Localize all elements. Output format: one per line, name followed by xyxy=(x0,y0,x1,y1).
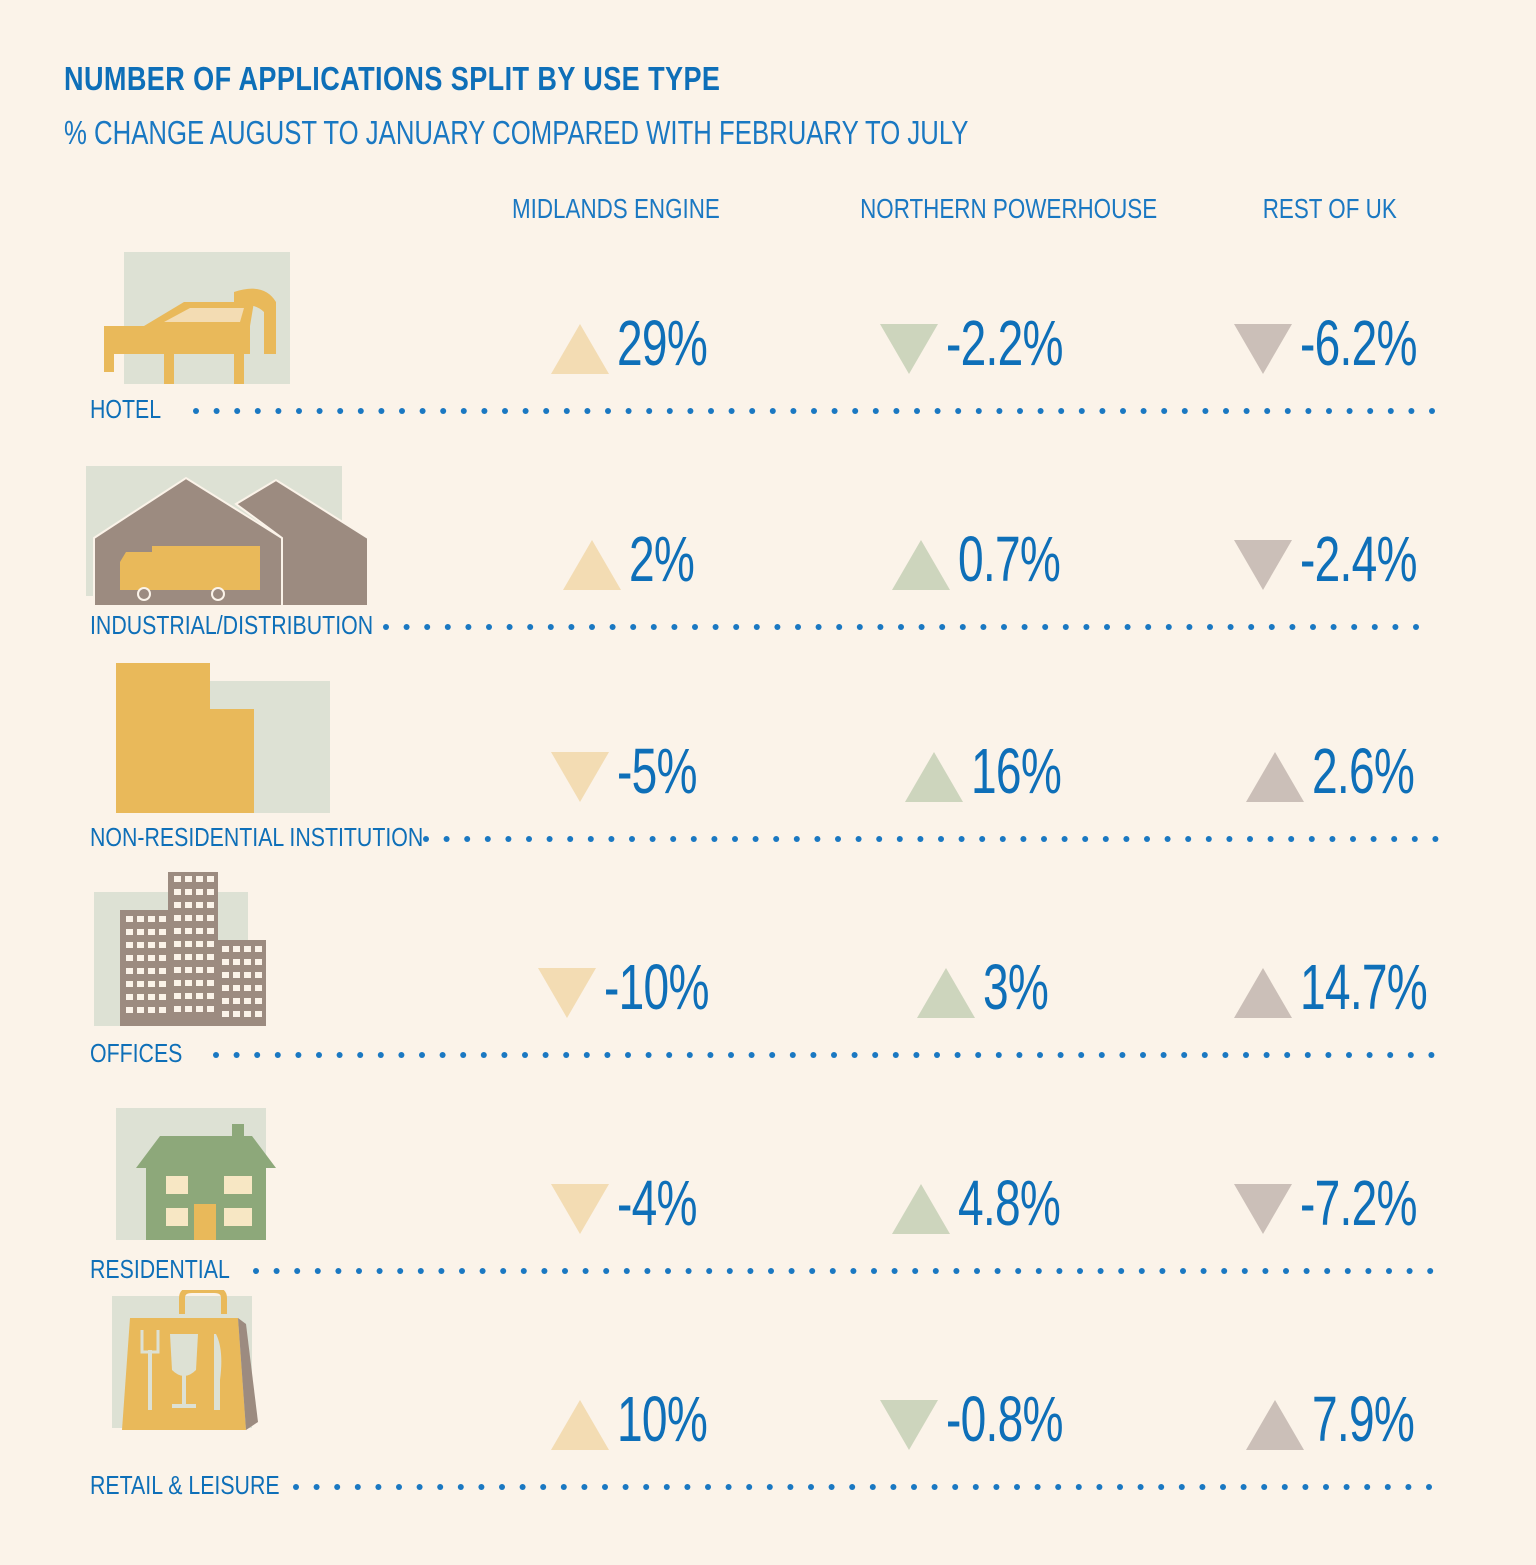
up-triangle-icon xyxy=(1246,752,1304,802)
value-cell: -6.2% xyxy=(1233,307,1494,382)
row-divider xyxy=(193,408,1435,414)
value-label: 2.6% xyxy=(1312,735,1415,807)
row-divider xyxy=(253,1268,1434,1274)
value-cell: 0.7% xyxy=(892,523,1152,598)
value-label: -2.2% xyxy=(945,307,1063,379)
value-label: -4% xyxy=(616,1167,698,1239)
warehouse-truck-icon xyxy=(86,466,369,607)
value-cell: -10% xyxy=(538,951,798,1026)
up-triangle-icon xyxy=(904,752,963,802)
down-triangle-icon xyxy=(879,324,938,374)
value-label: -2.4% xyxy=(1299,523,1417,595)
down-triangle-icon xyxy=(879,1400,938,1450)
row-label: OFFICES xyxy=(90,1038,183,1068)
value-label: 7.9% xyxy=(1312,1383,1415,1455)
up-triangle-icon xyxy=(550,1400,609,1450)
value-label: 4.8% xyxy=(958,1167,1061,1239)
house-icon xyxy=(116,1108,276,1240)
row-divider xyxy=(213,1052,1435,1058)
value-cell: 3% xyxy=(917,951,1177,1026)
value-label: 14.7% xyxy=(1299,951,1428,1023)
down-triangle-icon xyxy=(1233,540,1292,590)
value-cell: 10% xyxy=(550,1383,811,1458)
chart-subtitle: % CHANGE AUGUST TO JANUARY COMPARED WITH… xyxy=(64,114,969,151)
value-label: 0.7% xyxy=(958,523,1061,595)
value-cell: 7.9% xyxy=(1246,1383,1506,1458)
down-triangle-icon xyxy=(1233,1184,1292,1234)
down-triangle-icon xyxy=(1233,324,1292,374)
value-cell: 2% xyxy=(563,523,823,598)
value-cell: 16% xyxy=(904,735,1165,810)
value-label: -7.2% xyxy=(1299,1167,1417,1239)
value-cell: -5% xyxy=(550,735,811,810)
down-triangle-icon xyxy=(550,752,609,802)
row-label: RETAIL & LEISURE xyxy=(90,1470,280,1500)
value-label: 10% xyxy=(616,1383,708,1455)
up-triangle-icon xyxy=(1233,968,1292,1018)
value-cell: 4.8% xyxy=(892,1167,1152,1242)
down-triangle-icon xyxy=(550,1184,609,1234)
up-triangle-icon xyxy=(550,324,609,374)
row-divider xyxy=(423,836,1439,842)
row-divider xyxy=(293,1484,1432,1490)
value-cell: 2.6% xyxy=(1246,735,1506,810)
value-label: 29% xyxy=(616,307,708,379)
bed-icon xyxy=(104,252,290,384)
value-cell: 14.7% xyxy=(1233,951,1494,1026)
value-cell: -2.4% xyxy=(1233,523,1494,598)
value-cell: -7.2% xyxy=(1233,1167,1494,1242)
value-cell: 29% xyxy=(550,307,811,382)
institution-building-icon xyxy=(116,663,330,813)
column-header-rest-of-uk: REST OF UK xyxy=(1262,193,1397,224)
column-header-midlands-engine: MIDLANDS ENGINE xyxy=(512,193,720,224)
value-cell: -4% xyxy=(550,1167,811,1242)
value-label: 3% xyxy=(983,951,1049,1023)
value-label: -10% xyxy=(604,951,709,1023)
chart-title: NUMBER OF APPLICATIONS SPLIT BY USE TYPE xyxy=(64,60,721,97)
column-header-northern-powerhouse: NORTHERN POWERHOUSE xyxy=(860,193,1158,224)
row-divider xyxy=(383,624,1419,630)
value-label: 2% xyxy=(629,523,695,595)
up-triangle-icon xyxy=(563,540,621,590)
up-triangle-icon xyxy=(892,540,950,590)
office-tower-icon xyxy=(94,872,266,1026)
value-label: -5% xyxy=(616,735,698,807)
row-label: HOTEL xyxy=(90,394,162,424)
down-triangle-icon xyxy=(538,968,596,1018)
shopping-bag-icon xyxy=(112,1290,258,1430)
up-triangle-icon xyxy=(892,1184,950,1234)
row-label: RESIDENTIAL xyxy=(90,1254,230,1284)
value-cell: -2.2% xyxy=(879,307,1140,382)
value-label: -0.8% xyxy=(945,1383,1063,1455)
row-label: INDUSTRIAL/DISTRIBUTION xyxy=(90,610,374,640)
value-label: 16% xyxy=(970,735,1062,807)
value-cell: -0.8% xyxy=(879,1383,1140,1458)
up-triangle-icon xyxy=(1246,1400,1304,1450)
row-label: NON-RESIDENTIAL INSTITUTION xyxy=(90,822,424,852)
value-label: -6.2% xyxy=(1299,307,1417,379)
up-triangle-icon xyxy=(917,968,975,1018)
